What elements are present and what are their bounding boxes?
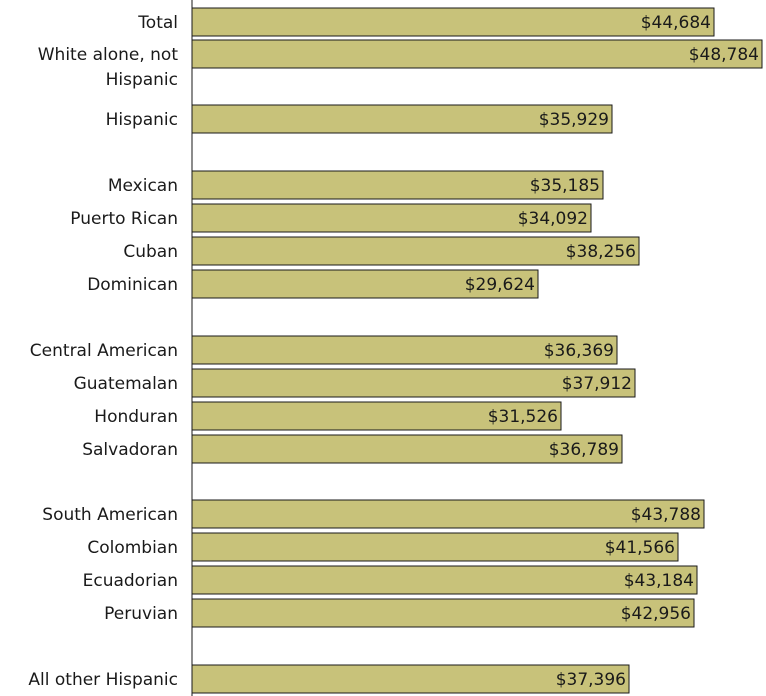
- bar-0: [191, 7, 715, 37]
- category-label-1-line-0: White alone, not: [38, 45, 179, 65]
- data-label-11: $43,788: [631, 505, 701, 525]
- category-label-9: Honduran: [94, 407, 178, 427]
- data-label-2: $35,929: [539, 110, 609, 130]
- category-label-2: Hispanic: [106, 110, 178, 130]
- data-label-4: $34,092: [518, 209, 588, 229]
- category-label-3: Mexican: [108, 176, 178, 196]
- data-label-3: $35,185: [530, 176, 600, 196]
- category-label-5: Cuban: [123, 242, 178, 262]
- category-labels-group: Total White alone, not Hispanic Hispanic Mex…: [28, 13, 178, 690]
- bar-10: [191, 434, 623, 464]
- bar-15: [191, 664, 630, 694]
- category-label-6: Dominican: [87, 275, 178, 295]
- category-label-13: Ecuadorian: [83, 571, 178, 591]
- bar-2: [191, 104, 613, 134]
- category-label-8: Guatemalan: [74, 374, 178, 394]
- category-label-14: Peruvian: [104, 604, 178, 624]
- data-label-15: $37,396: [556, 670, 626, 690]
- bar-4: [191, 203, 592, 233]
- category-label-10: Salvadoran: [82, 440, 178, 460]
- data-label-8: $37,912: [562, 374, 632, 394]
- value-labels-group: $44,684 $48,784 $35,929 $35,185 $34,092 $38,2…: [465, 13, 759, 690]
- bar-7: [191, 335, 618, 365]
- bar-6: [191, 269, 539, 299]
- data-label-12: $41,566: [605, 538, 675, 558]
- data-label-13: $43,184: [624, 571, 694, 591]
- data-label-0: $44,684: [641, 13, 711, 33]
- category-label-0: Total: [137, 13, 178, 33]
- category-label-11: South American: [42, 505, 178, 525]
- data-label-9: $31,526: [488, 407, 558, 427]
- bar-13: [191, 565, 698, 595]
- data-label-6: $29,624: [465, 275, 535, 295]
- bar-12: [191, 532, 679, 562]
- data-label-10: $36,789: [549, 440, 619, 460]
- category-label-4: Puerto Rican: [70, 209, 178, 229]
- bar-8: [191, 368, 636, 398]
- category-label-12: Colombian: [87, 538, 178, 558]
- data-label-1: $48,784: [689, 45, 759, 65]
- bars-group: [191, 7, 763, 694]
- data-label-7: $36,369: [544, 341, 614, 361]
- category-label-1-line-1: Hispanic: [106, 70, 178, 90]
- bar-5: [191, 236, 640, 266]
- category-label-15: All other Hispanic: [28, 670, 178, 690]
- bar-11: [191, 499, 705, 529]
- data-label-14: $42,956: [621, 604, 691, 624]
- category-label-7: Central American: [30, 341, 178, 361]
- data-label-5: $38,256: [566, 242, 636, 262]
- bar-9: [191, 401, 562, 431]
- bar-3: [191, 170, 604, 200]
- bar-14: [191, 598, 695, 628]
- bar-1: [191, 39, 763, 69]
